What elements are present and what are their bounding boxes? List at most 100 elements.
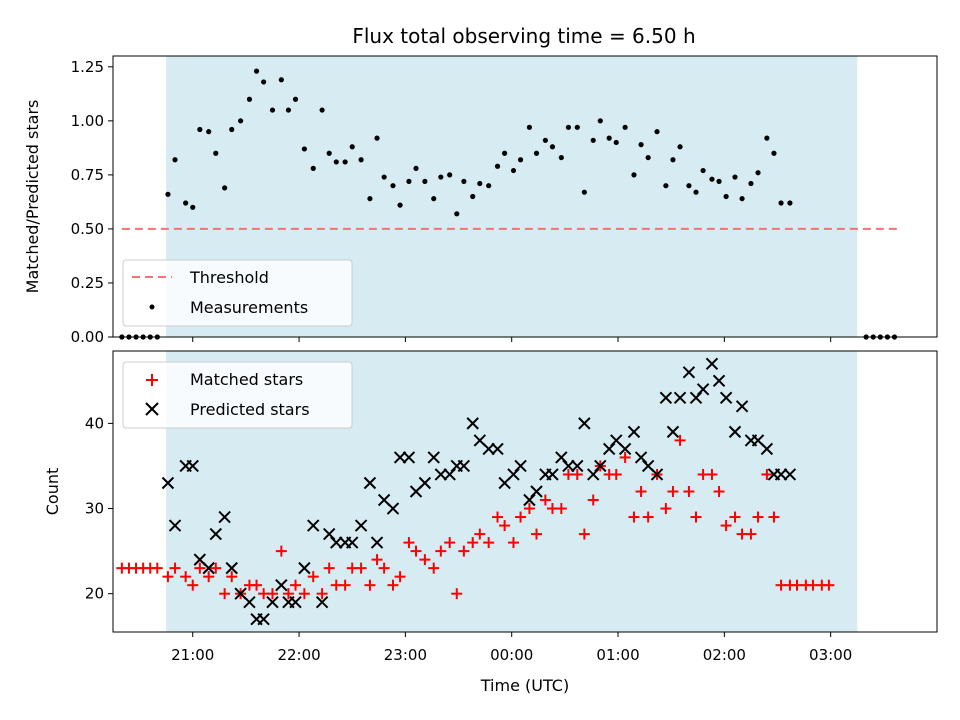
measurement-point [716,178,722,184]
predicted-star-point [627,425,641,439]
predicted-star-point [393,451,407,464]
measurement-point [533,150,540,156]
predicted-star-point [705,357,719,370]
measurement-point [526,124,533,130]
y-tick-label: 30 [85,500,104,518]
y-axis-label: Matched/Predicted stars [23,100,42,294]
matched-star-point [492,511,504,523]
plot-frame [112,350,938,633]
measurement-point [183,200,189,206]
predicted-star-point [587,468,600,481]
matched-star-point [483,537,495,549]
measurement-point [246,96,253,102]
predicted-star-point [330,536,343,549]
measurement-point [319,107,325,113]
measurement-point [755,170,761,176]
matched-star-point [499,520,511,532]
measurement-point [517,157,524,163]
matched-star-point [674,434,686,446]
matched-star-point [660,503,672,515]
predicted-star-point [482,442,495,456]
predicted-star-point [443,468,456,481]
predicted-star-point [370,536,384,549]
predicted-star-point [783,468,797,481]
measurement-point [278,77,284,83]
measurement-point [413,165,419,171]
measurement-point [431,196,437,202]
predicted-star-point [161,476,175,490]
predicted-star-point [168,519,182,532]
matched-star-point [387,579,399,591]
matched-star-point [275,545,287,557]
y-tick-label: 0.25 [71,274,104,292]
measurement-point [367,196,373,202]
measurement-point [677,144,683,150]
matched-star-point [226,571,238,583]
legend-measurement-swatch [149,304,155,310]
predicted-star-point [666,425,680,439]
measurement-point [494,163,501,169]
predicted-star-point [243,595,256,609]
measurement-point [358,157,364,163]
measurement-point [253,68,260,74]
y-tick-label: 1.00 [71,112,104,130]
matched-star-point [428,562,440,574]
matched-star-point [635,486,647,497]
matched-star-point [378,562,390,574]
measurement-point [261,79,267,85]
matched-star-point [219,588,231,600]
matched-star-point [555,503,567,515]
predicted-star-point [659,391,673,405]
matched-star-point [729,511,741,523]
x-tick-label: 23:00 [384,646,427,664]
matched-star-point [531,528,543,540]
predicted-star-point [689,391,703,405]
x-tick-label: 02:00 [703,646,746,664]
chart-title: Flux total observing time = 6.50 h [352,24,695,48]
measurement-point [342,159,348,165]
measurement-point [771,150,777,156]
matched-star-point [578,528,590,540]
measurement-point [333,159,339,165]
predicted-star-point [386,502,400,515]
plot-frame [112,55,938,338]
predicted-star-point [275,578,288,592]
x-tick-label: 01:00 [596,646,639,664]
measurement-point [574,124,580,130]
y-tick-label: 20 [85,585,104,603]
measurement-point [663,183,669,189]
matched-star-point [355,562,367,574]
measurement-point [197,126,203,133]
matched-star-point [761,468,773,480]
predicted-star-point [719,391,733,405]
matched-star-point [203,571,215,583]
predicted-star-point [402,451,416,464]
y-axis-label: Count [43,468,62,516]
legend-matched-label: Matched stars [190,370,303,389]
predicted-star-point [307,519,320,532]
predicted-star-point [315,595,329,609]
matched-star-point [419,554,431,566]
matched-star-point [282,588,294,600]
legend-predicted-label: Predicted stars [190,400,310,419]
measurement-point [165,191,171,197]
measurement-point [597,118,603,124]
x-tick-label: 03:00 [809,646,852,664]
measurement-point [700,167,706,174]
y-tick-label: 40 [85,414,104,432]
matched-star-point [619,451,631,463]
measurement-point [654,129,660,135]
y-tick-label: 0.50 [71,220,104,238]
predicted-star-point [354,519,368,532]
matched-star-point [162,571,174,583]
matched-star-point [251,579,263,591]
predicted-star-point [186,459,199,473]
x-tick-label: 00:00 [490,646,533,664]
matched-star-point [307,571,319,583]
measurement-point [406,178,412,184]
matched-star-point [210,562,222,574]
matched-star-point [266,588,278,600]
predicted-star-point [712,374,726,388]
measurement-point [349,144,355,150]
